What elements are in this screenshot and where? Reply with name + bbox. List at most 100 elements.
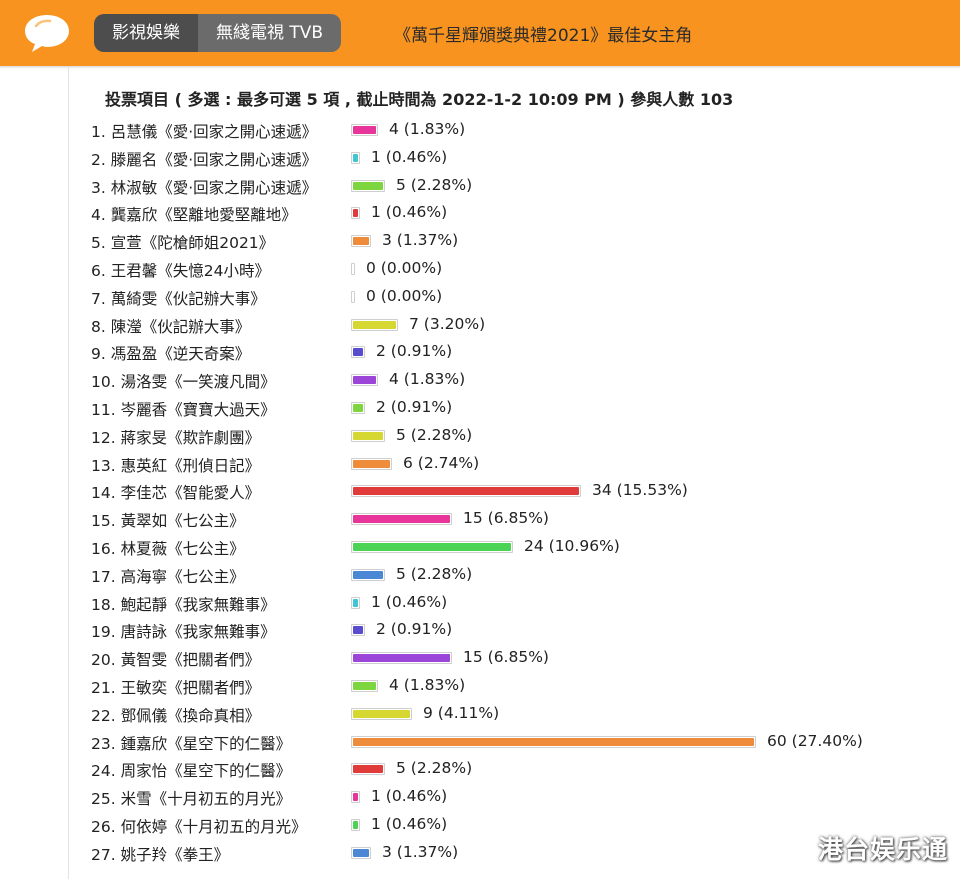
vote-bar <box>351 290 355 303</box>
vote-bar-fill <box>353 793 358 802</box>
vote-count-label: 3 (1.37%) <box>382 842 459 861</box>
poll-option-label: 10. 湯洛雯《一笑渡凡間》 <box>91 373 276 392</box>
vote-count-label: 7 (3.20%) <box>409 314 486 333</box>
vote-count-label: 15 (6.85%) <box>463 509 549 528</box>
vote-bar <box>351 763 385 776</box>
vote-count-label: 4 (1.83%) <box>389 120 466 138</box>
vote-count-label: 4 (1.83%) <box>389 676 466 694</box>
poll-option-label: 4. 龔嘉欣《堅離地愛堅離地》 <box>91 206 297 225</box>
vote-bar <box>351 735 756 748</box>
poll-option-row: 11. 岑麗香《寶寶大過天》 2 (0.91%) <box>0 394 960 422</box>
vote-count-label: 9 (4.11%) <box>423 703 500 722</box>
vote-count-label: 15 (6.85%) <box>463 648 549 667</box>
vote-bar <box>351 846 371 859</box>
vote-bar-fill <box>353 404 363 412</box>
poll-option-label: 17. 高海寧《七公主》 <box>91 567 245 586</box>
vote-bar-fill <box>353 376 376 385</box>
vote-count-label: 0 (0.00%) <box>366 259 443 277</box>
vote-bar <box>351 596 360 609</box>
poll-option-row: 25. 米雪《十月初五的月光》 1 (0.46%) <box>0 783 960 811</box>
poll-option-row: 9. 馮盈盈《逆天奇案》 2 (0.91%) <box>0 338 960 366</box>
vote-count-label: 5 (2.28%) <box>396 425 473 444</box>
vote-count-label: 1 (0.46%) <box>371 592 448 611</box>
poll-option-label: 5. 宣萱《陀槍師姐2021》 <box>91 234 275 253</box>
poll-option-label: 18. 鮑起靜《我家無難事》 <box>91 595 276 614</box>
vote-bar <box>351 179 385 192</box>
poll-option-row: 3. 林淑敏《愛·回家之開心速遞》 5 (2.28%) <box>0 172 960 200</box>
vote-bar-fill <box>353 765 383 774</box>
vote-bar <box>351 346 365 359</box>
poll-option-label: 25. 米雪《十月初五的月光》 <box>91 790 292 809</box>
poll-option-row: 4. 龔嘉欣《堅離地愛堅離地》 1 (0.46%) <box>0 199 960 227</box>
vote-bar <box>351 624 365 637</box>
vote-count-label: 3 (1.37%) <box>382 231 459 250</box>
poll-option-label: 21. 王敏奕《把關者們》 <box>91 679 261 697</box>
vote-bar-fill <box>353 543 511 551</box>
poll-option-label: 2. 滕麗名《愛·回家之開心速遞》 <box>91 150 318 169</box>
vote-bar <box>351 568 385 581</box>
vote-bar-fill <box>353 626 363 635</box>
category-tabs: 影視娛樂 無綫電視 TVB <box>94 14 342 52</box>
vote-count-label: 5 (2.28%) <box>396 759 473 778</box>
vote-bar-fill <box>353 821 358 829</box>
vote-count-label: 5 (2.28%) <box>396 564 473 583</box>
poll-option-label: 19. 唐詩詠《我家無難事》 <box>91 623 276 642</box>
vote-bar-fill <box>353 598 358 607</box>
vote-count-label: 1 (0.46%) <box>371 203 448 222</box>
tab-tvb[interactable]: 無綫電視 TVB <box>198 14 342 52</box>
poll-option-row: 23. 鍾嘉欣《星空下的仁醫》 60 (27.40%) <box>0 728 960 756</box>
vote-count-label: 1 (0.46%) <box>371 815 448 833</box>
vote-bar-fill <box>353 570 383 579</box>
tab-entertainment[interactable]: 影視娛樂 <box>94 14 198 52</box>
poll-option-row: 17. 高海寧《七公主》 5 (2.28%) <box>0 561 960 589</box>
vote-count-label: 5 (2.28%) <box>396 175 473 194</box>
vote-bar-fill <box>353 654 450 663</box>
vote-bar-fill <box>353 737 754 746</box>
poll-option-row: 26. 何依婷《十月初五的月光》 1 (0.46%) <box>0 811 960 839</box>
vote-count-label: 1 (0.46%) <box>371 787 448 806</box>
vote-bar <box>351 318 398 331</box>
vote-bar <box>351 652 452 665</box>
poll-option-label: 6. 王君馨《失憶24小時》 <box>91 262 270 280</box>
speech-bubble-icon[interactable] <box>22 12 72 54</box>
vote-bar <box>351 707 412 720</box>
poll-option-label: 26. 何依婷《十月初五的月光》 <box>91 818 307 836</box>
vote-bar-fill <box>353 320 396 329</box>
vote-bar <box>351 680 378 692</box>
vote-count-label: 6 (2.74%) <box>403 453 480 472</box>
vote-bar <box>351 207 360 220</box>
vote-bar-fill <box>353 126 376 134</box>
poll-option-label: 13. 惠英紅《刑偵日記》 <box>91 456 261 475</box>
poll-option-label: 20. 黃智雯《把關者們》 <box>91 651 261 670</box>
vote-bar-fill <box>353 431 383 440</box>
poll-option-row: 8. 陳瀅《伙記辦大事》 7 (3.20%) <box>0 311 960 339</box>
poll-option-row: 1. 呂慧儀《愛·回家之開心速遞》 4 (1.83%) <box>0 116 960 144</box>
poll-option-row: 15. 黃翠如《七公主》 15 (6.85%) <box>0 505 960 533</box>
vote-bar <box>351 263 355 275</box>
vote-count-label: 2 (0.91%) <box>376 620 453 639</box>
vote-bar <box>351 235 371 248</box>
vote-count-label: 2 (0.91%) <box>376 342 453 361</box>
poll-option-label: 11. 岑麗香《寶寶大過天》 <box>91 401 276 419</box>
poll-option-row: 19. 唐詩詠《我家無難事》 2 (0.91%) <box>0 616 960 644</box>
poll-option-label: 27. 姚子羚《拳王》 <box>91 845 230 864</box>
top-bar: 影視娛樂 無綫電視 TVB 《萬千星輝頒獎典禮2021》最佳女主角 <box>0 0 960 66</box>
vote-bar <box>351 374 378 387</box>
vote-bar <box>351 124 378 136</box>
poll-option-label: 24. 周家怡《星空下的仁醫》 <box>91 762 292 781</box>
poll-option-row: 13. 惠英紅《刑偵日記》 6 (2.74%) <box>0 450 960 478</box>
poll-option-row: 24. 周家怡《星空下的仁醫》 5 (2.28%) <box>0 755 960 783</box>
left-divider <box>68 66 69 879</box>
vote-bar-fill <box>353 153 358 162</box>
vote-bar <box>351 429 385 442</box>
poll-option-label: 16. 林夏薇《七公主》 <box>91 540 245 558</box>
vote-bar-fill <box>353 348 363 357</box>
poll-option-label: 3. 林淑敏《愛·回家之開心速遞》 <box>91 178 318 197</box>
poll-option-label: 7. 萬綺雯《伙記辦大事》 <box>91 289 266 308</box>
vote-bar-fill <box>353 487 579 496</box>
vote-bar-fill <box>353 209 358 218</box>
vote-count-label: 0 (0.00%) <box>366 286 443 305</box>
watermark-text: 港台娱乐通 <box>817 835 948 864</box>
poll-option-label: 1. 呂慧儀《愛·回家之開心速遞》 <box>91 123 318 141</box>
vote-bar-fill <box>353 515 450 524</box>
